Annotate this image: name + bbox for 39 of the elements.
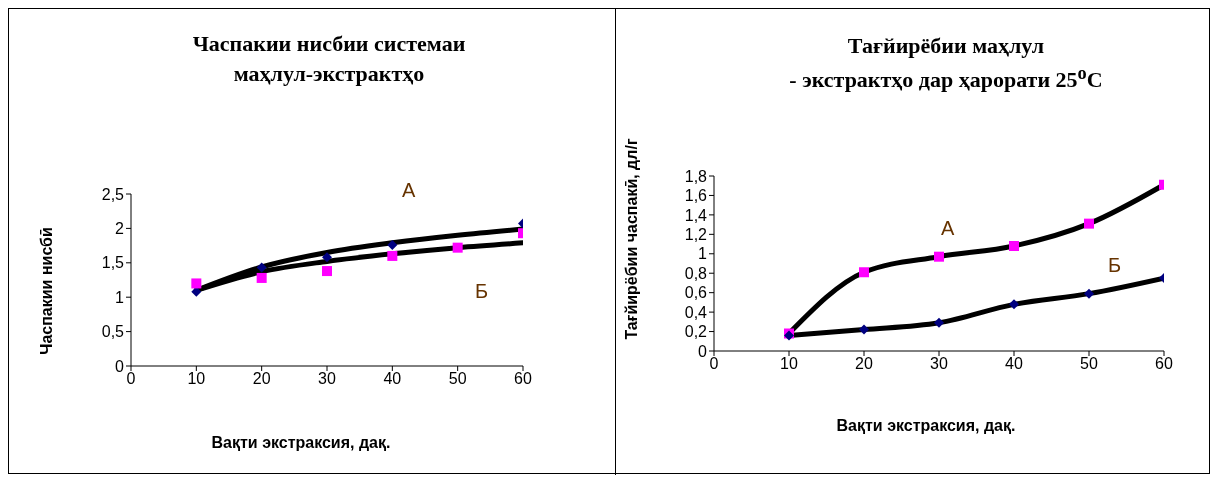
y-tick-label: 0,8 bbox=[684, 264, 708, 282]
y-tick-label: 1,4 bbox=[684, 206, 708, 224]
x-tick-label: 60 bbox=[1155, 355, 1173, 373]
x-tick-label: 0 bbox=[709, 355, 719, 373]
y-tick-label: 0,6 bbox=[684, 284, 708, 302]
annotation: Б bbox=[1108, 254, 1122, 277]
x-tick-label: 20 bbox=[252, 370, 271, 388]
x-tick-label: 10 bbox=[187, 370, 206, 388]
y-tick-label: 1,5 bbox=[101, 254, 125, 272]
x-tick-label: 40 bbox=[1005, 355, 1023, 373]
y-tick-label: 0,5 bbox=[101, 323, 125, 341]
x-tick-label: 50 bbox=[448, 370, 467, 388]
y-tick-label: 0 bbox=[698, 342, 708, 360]
chart-title: Тағйирёбии маҳлул - экстрактҳо дар ҳарорати 25$^{o}$С bbox=[788, 32, 1104, 94]
x-tick-label: 60 bbox=[514, 370, 532, 388]
y-tick-label: 1,2 bbox=[684, 226, 708, 244]
annotation: А bbox=[941, 217, 955, 240]
y-axis-title: Часпакии нисбӣ bbox=[37, 226, 56, 357]
x-axis-title: Вақти экстраксия, дақ. bbox=[210, 434, 392, 452]
annotation: А bbox=[402, 179, 416, 202]
x-tick-label: 40 bbox=[383, 370, 402, 388]
y-tick-label: 2 bbox=[115, 220, 125, 238]
y-axis-title: Тағйирёбии часпакӣ, дл/г bbox=[622, 137, 641, 342]
chart-title: Часпакии нисбии системаи маҳлул-экстрактҳо bbox=[191, 30, 467, 88]
x-tick-label: 30 bbox=[930, 355, 948, 373]
y-tick-label: 2,5 bbox=[101, 185, 125, 203]
x-tick-label: 30 bbox=[318, 370, 336, 388]
y-tick-label: 1 bbox=[115, 288, 125, 306]
y-tick-label: 1,6 bbox=[684, 187, 708, 205]
y-tick-label: 0,4 bbox=[684, 303, 708, 321]
x-axis-title: Вақти экстраксия, дақ. bbox=[835, 417, 1017, 435]
x-tick-label: 20 bbox=[855, 355, 873, 373]
y-tick-label: 0,2 bbox=[684, 323, 708, 341]
x-tick-label: 50 bbox=[1080, 355, 1098, 373]
x-tick-label: 10 bbox=[780, 355, 798, 373]
annotation: Б bbox=[475, 280, 489, 303]
x-tick-label: 0 bbox=[126, 370, 136, 388]
y-tick-label: 1,8 bbox=[684, 167, 708, 185]
y-tick-label: 1 bbox=[698, 245, 708, 263]
